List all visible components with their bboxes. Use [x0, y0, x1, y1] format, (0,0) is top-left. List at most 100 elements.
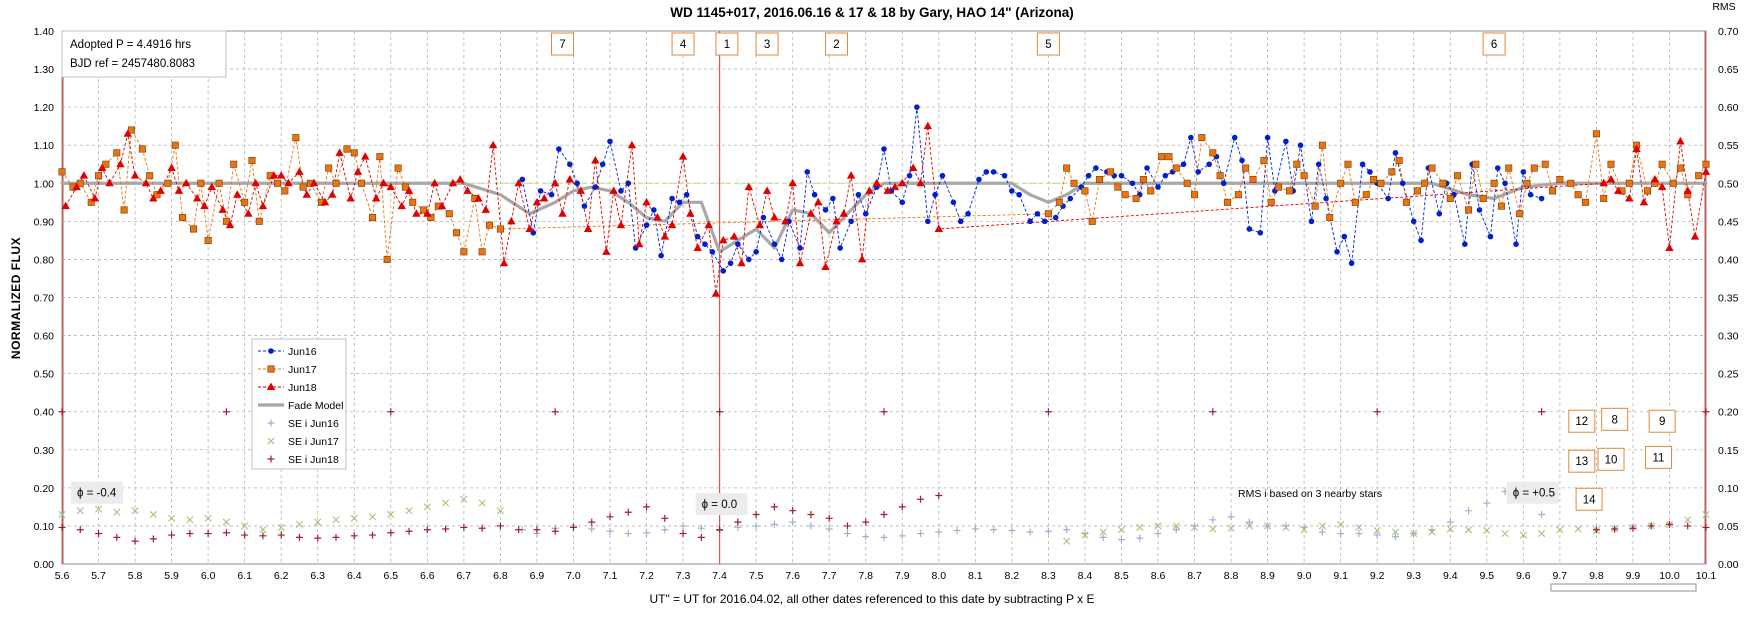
jun17-point	[453, 229, 461, 237]
jun16-point	[811, 191, 818, 198]
se-i-jun17-point	[295, 520, 304, 528]
se-i-jun16-point	[1191, 522, 1199, 530]
se-i-jun16-point	[990, 526, 998, 534]
y2-tick-label: 0.60	[1718, 102, 1739, 114]
x-tick-label: 7.1	[603, 570, 618, 582]
se-i-jun17-point	[1264, 522, 1272, 530]
jun18-point	[233, 190, 242, 198]
jun16-point	[1527, 191, 1534, 198]
jun16-point	[1476, 207, 1483, 213]
x-tick-label: 7.7	[822, 570, 837, 582]
y2-tick-label: 0.45	[1718, 216, 1739, 228]
jun18-point	[846, 171, 856, 179]
y-tick-label: 0.40	[34, 407, 55, 419]
legend-swatch-marker	[267, 437, 275, 445]
se-i-jun17-point	[1227, 524, 1235, 532]
se-i-jun18-point	[515, 526, 523, 534]
jun17-point	[1658, 160, 1666, 168]
jun17-point	[1556, 175, 1564, 183]
se-i-jun18-point	[168, 531, 176, 539]
jun16-point	[746, 256, 752, 263]
jun18-point	[141, 178, 151, 187]
jun16-point	[914, 104, 920, 110]
jun18-point	[174, 186, 184, 194]
jun16-point	[643, 222, 650, 228]
jun18-point	[565, 174, 575, 183]
jun16-point	[1418, 237, 1424, 244]
se-i-jun17-point	[186, 516, 194, 524]
jun16-point	[1494, 165, 1501, 171]
jun17-point	[1293, 160, 1301, 168]
se-i-jun17-point	[113, 508, 121, 516]
jun18-point	[591, 155, 600, 164]
jun17-point	[401, 183, 409, 191]
jun17-point	[420, 206, 428, 214]
jun16-point	[1359, 161, 1366, 168]
jun18-point	[576, 186, 585, 194]
jun17-point	[1121, 191, 1129, 199]
jun16-point	[1410, 218, 1417, 225]
se-i-jun17-point	[387, 510, 395, 519]
jun16-point	[778, 256, 785, 263]
se-i-jun16-point	[1318, 528, 1326, 536]
y-tick-label: 0.80	[34, 254, 55, 266]
jun18-point	[635, 239, 644, 248]
jun17-point	[1249, 175, 1257, 183]
x-tick-label: 7.8	[858, 570, 873, 582]
jun16-point	[1392, 150, 1399, 156]
legend-items: Jun16 Jun17 Jun18 Fade Model SE i Jun16 SE i …	[258, 346, 343, 466]
ephemeris-mark	[551, 408, 559, 416]
se-i-jun16-point	[679, 522, 687, 530]
se-i-jun16-point	[697, 524, 705, 532]
jun18-point	[244, 209, 253, 217]
jun17-point	[1592, 130, 1600, 138]
x-tick-label: 6.4	[347, 570, 362, 582]
jun16-point	[1206, 161, 1212, 168]
jun16-point	[1246, 226, 1253, 232]
jun18-point	[167, 163, 176, 172]
jun17-point	[197, 179, 205, 187]
se-i-jun18-point	[222, 529, 230, 537]
x-tick-label: 6.9	[530, 570, 545, 582]
fragment-marker-box	[1648, 409, 1676, 433]
jun16-point	[574, 180, 580, 187]
se-i-jun16-point	[880, 533, 888, 541]
jun17-point	[1479, 195, 1487, 203]
jun16-point	[625, 180, 632, 187]
x-tick-label: 8.3	[1041, 570, 1056, 582]
se-i-jun17-point	[368, 513, 377, 521]
se-i-jun18-point	[405, 527, 413, 535]
se-i-jun18-point	[624, 508, 632, 516]
legend-swatch-marker	[266, 382, 276, 390]
jun17-point	[1695, 172, 1703, 180]
x-tick-label: 10.0	[1659, 570, 1680, 582]
jun18-point	[1665, 243, 1674, 252]
jun18-point	[105, 178, 114, 187]
jun17-point	[1344, 160, 1352, 168]
jun18-point	[711, 289, 721, 297]
se-i-jun17-point	[58, 510, 66, 519]
phase-label-bg	[695, 493, 748, 516]
jun16-point	[957, 218, 964, 225]
se-i-jun16-point	[588, 525, 596, 533]
se-i-jun16-point	[770, 520, 778, 528]
jun17-point	[1223, 198, 1231, 206]
jun16-point	[1385, 195, 1391, 202]
jun18-point	[335, 148, 344, 156]
jun18-point	[1690, 232, 1700, 240]
jun16-point	[899, 199, 906, 206]
legend-label: Jun18	[288, 382, 317, 394]
jun17-point	[1070, 179, 1078, 187]
jun17-point	[332, 179, 340, 187]
jun17-point	[1107, 168, 1115, 176]
jun17-point	[1362, 191, 1370, 199]
se-i-jun17-point	[405, 507, 413, 515]
se-i-jun18-point	[423, 526, 431, 534]
ephemeris-marks	[58, 408, 1710, 416]
jun17-point	[1191, 191, 1199, 199]
jun16-point	[1162, 172, 1169, 179]
jun17-point	[171, 141, 179, 149]
se-i-jun17-point	[496, 507, 504, 515]
se-i-jun16-point	[1355, 530, 1363, 538]
jun18-point	[1639, 197, 1649, 206]
